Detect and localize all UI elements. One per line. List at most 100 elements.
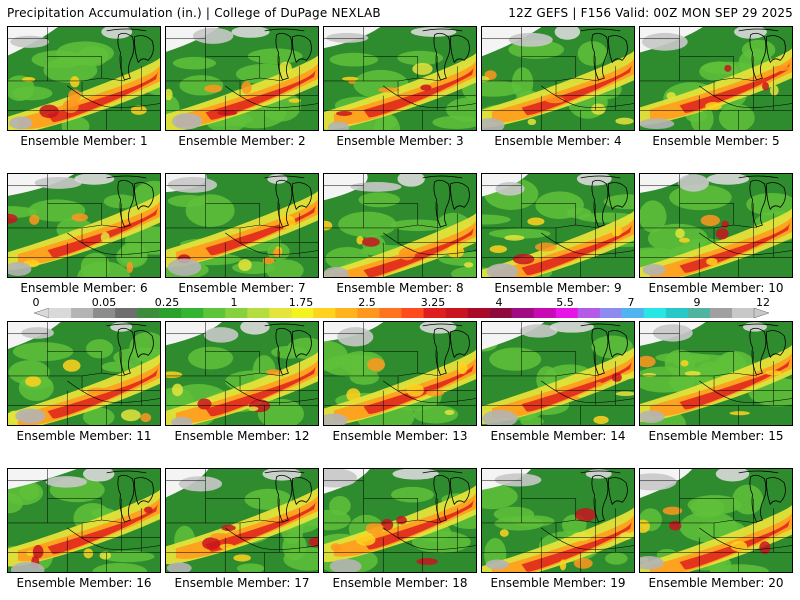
member-number: 16	[136, 576, 152, 590]
colorbar-swatch	[379, 308, 402, 318]
colorbar-swatch	[577, 308, 601, 318]
header-run-info: 12Z GEFS | F156 Valid: 00Z MON SEP 29 20…	[508, 6, 793, 20]
member-caption-prefix: Ensemble Member:	[20, 134, 141, 148]
member-number: 10	[768, 281, 784, 295]
precip-map	[482, 469, 634, 572]
colorbar-swatch	[225, 308, 248, 318]
member-caption-prefix: Ensemble Member:	[178, 281, 299, 295]
colorbar-swatch	[357, 308, 380, 318]
colorbar-swatch	[181, 308, 204, 318]
member-caption: Ensemble Member: 18	[321, 576, 479, 590]
member-caption: Ensemble Member: 19	[479, 576, 637, 590]
member-number: 6	[140, 281, 148, 295]
member-caption-prefix: Ensemble Member:	[648, 576, 769, 590]
map-panel	[481, 321, 635, 426]
map-panel	[323, 173, 477, 278]
member-caption: Ensemble Member: 11	[5, 429, 163, 443]
colorbar-tick-label: 0.25	[154, 296, 180, 309]
member-caption-prefix: Ensemble Member:	[174, 429, 295, 443]
map-panel	[481, 26, 635, 131]
member-number: 17	[294, 576, 310, 590]
member-number: 11	[136, 429, 152, 443]
member-caption-prefix: Ensemble Member:	[652, 134, 773, 148]
map-panel	[165, 26, 319, 131]
member-caption: Ensemble Member: 12	[163, 429, 321, 443]
colorbar-swatch	[555, 308, 579, 318]
member-caption-prefix: Ensemble Member:	[178, 134, 299, 148]
colorbar-swatch	[467, 308, 490, 318]
member-caption-prefix: Ensemble Member:	[336, 134, 457, 148]
colorbar-swatch	[643, 308, 667, 318]
map-panel	[639, 173, 793, 278]
map-panel	[639, 26, 793, 131]
colorbar-swatch	[731, 308, 755, 318]
map-panel	[323, 468, 477, 573]
colorbar-swatch	[71, 308, 94, 318]
colorbar-tick-label: 12	[756, 296, 770, 309]
colorbar-tick-label: 7	[627, 296, 635, 309]
colorbar-tick-label: 3.25	[420, 296, 446, 309]
map-panel	[165, 321, 319, 426]
map-panel	[639, 468, 793, 573]
member-caption-prefix: Ensemble Member:	[16, 429, 137, 443]
colorbar-swatch	[49, 308, 72, 318]
colorbar-swatch	[423, 308, 446, 318]
member-caption-prefix: Ensemble Member:	[494, 281, 615, 295]
colorbar-tick-label: 1.75	[288, 296, 314, 309]
member-number: 9	[614, 281, 622, 295]
map-panel	[481, 173, 635, 278]
colorbar-tick-label: 5.5	[556, 296, 574, 309]
colorbar-swatch	[621, 308, 645, 318]
precip-map	[640, 27, 792, 130]
member-caption: Ensemble Member: 10	[637, 281, 795, 295]
colorbar-swatch	[533, 308, 557, 318]
colorbar-swatch	[203, 308, 226, 318]
colorbar-max-arrow	[753, 308, 769, 318]
precip-map	[482, 174, 634, 277]
map-panel	[7, 321, 161, 426]
colorbar-tick-label: 0.05	[91, 296, 117, 309]
member-caption-prefix: Ensemble Member:	[20, 281, 141, 295]
colorbar-swatch	[489, 308, 512, 318]
map-panel	[323, 26, 477, 131]
precip-map	[166, 322, 318, 425]
colorbar-swatch	[709, 308, 733, 318]
map-panel	[165, 468, 319, 573]
member-caption: Ensemble Member: 5	[637, 134, 795, 148]
colorbar-swatch	[335, 308, 358, 318]
precip-map	[324, 27, 476, 130]
member-number: 13	[452, 429, 468, 443]
precip-map	[324, 322, 476, 425]
member-caption: Ensemble Member: 2	[163, 134, 321, 148]
member-number: 5	[772, 134, 780, 148]
member-caption: Ensemble Member: 20	[637, 576, 795, 590]
colorbar-tick-label: 4	[495, 296, 503, 309]
member-number: 8	[456, 281, 464, 295]
member-number: 7	[298, 281, 306, 295]
colorbar-swatch	[313, 308, 336, 318]
precip-map	[640, 174, 792, 277]
member-caption: Ensemble Member: 1	[5, 134, 163, 148]
member-number: 14	[610, 429, 626, 443]
map-panel	[481, 468, 635, 573]
colorbar-swatch	[93, 308, 116, 318]
member-caption: Ensemble Member: 8	[321, 281, 479, 295]
member-caption: Ensemble Member: 6	[5, 281, 163, 295]
precip-map	[166, 27, 318, 130]
precip-map	[482, 322, 634, 425]
precip-map	[324, 469, 476, 572]
precip-map	[482, 27, 634, 130]
member-caption: Ensemble Member: 9	[479, 281, 637, 295]
member-caption-prefix: Ensemble Member:	[332, 576, 453, 590]
map-panel	[639, 321, 793, 426]
member-number: 2	[298, 134, 306, 148]
colorbar-swatch	[511, 308, 534, 318]
member-caption-prefix: Ensemble Member:	[490, 429, 611, 443]
colorbar-swatch	[445, 308, 468, 318]
precip-map	[8, 174, 160, 277]
member-caption: Ensemble Member: 17	[163, 576, 321, 590]
colorbar-swatch	[159, 308, 182, 318]
colorbar-swatch	[687, 308, 711, 318]
precip-map	[324, 174, 476, 277]
member-number: 4	[614, 134, 622, 148]
